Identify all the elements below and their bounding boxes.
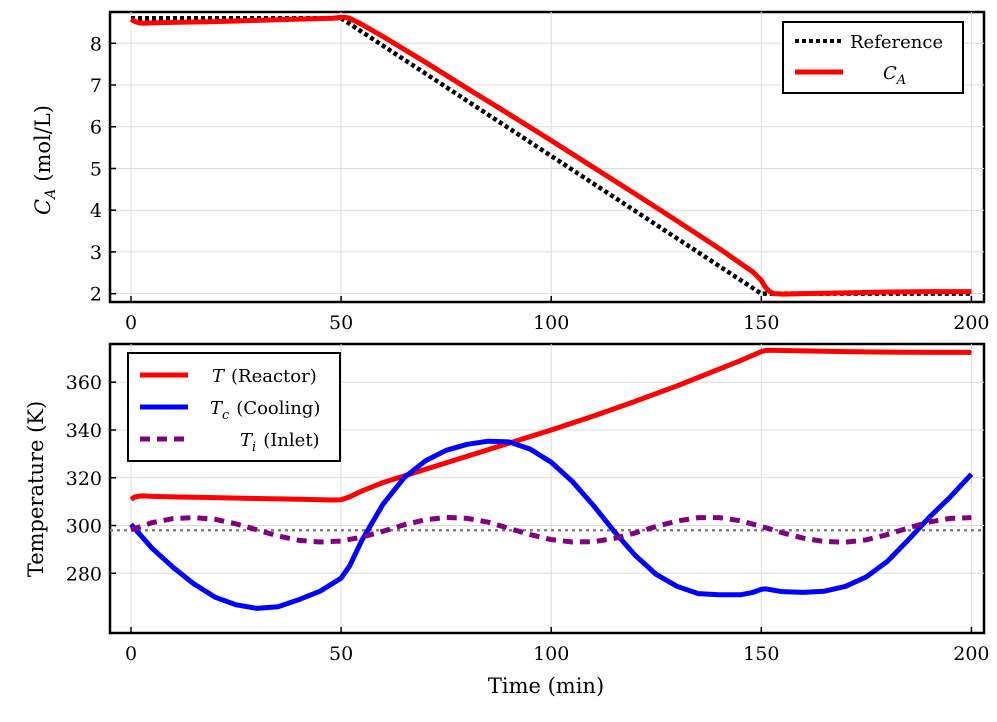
y-tick-label-4: 4 [90,200,102,222]
x-tick-label-200: 200 [953,643,989,665]
x-tick-label-100: 100 [533,312,569,334]
top-chart-legend: Reference CA [782,21,964,94]
series-line-t-reactor [129,347,972,503]
top-chart-y-ticks: 2 3 4 5 6 7 8 [90,33,116,306]
y-tick-label-280: 280 [66,563,102,585]
bottom-chart-legend: T (Reactor) Tc (Cooling) Ti (Inlet) [127,352,341,462]
series-line-reference [131,16,972,296]
bottom-chart-y-axis-label: Temperature (K) [24,401,48,577]
y-tick-label-320: 320 [66,468,102,490]
top-chart-y-axis-label: CA(mol/L) [31,105,59,215]
legend-label-t-reactor: T (Reactor) [212,366,317,387]
y-tick-label-6: 6 [90,117,102,139]
legend-label-ti-inlet: Ti (Inlet) [240,430,320,455]
bottom-chart-y-ticks: 280 300 320 340 360 [66,372,116,585]
series-line-t-c-cooling [129,438,974,611]
bottom-chart: 0 50 100 150 200 280 300 320 340 360 Temperature… [24,342,990,698]
top-chart-legend-box [782,21,964,94]
x-tick-label-150: 150 [743,643,779,665]
bottom-chart-series [129,347,974,611]
x-tick-label-50: 50 [329,643,353,665]
y-tick-label-360: 360 [66,372,102,394]
x-tick-label-150: 150 [743,312,779,334]
top-chart: 0 50 100 150 200 2 3 4 5 6 7 8 CA(mol/L) Reference… [31,10,990,334]
series-line-t-i-inlet [130,514,972,545]
y-tick-label-340: 340 [66,420,102,442]
y-tick-label-5: 5 [90,158,102,180]
series-line-c-a [129,14,972,297]
x-tick-label-0: 0 [125,643,137,665]
top-chart-series [129,14,972,297]
legend-label-ca: CA [883,63,906,88]
x-tick-label-50: 50 [329,312,353,334]
bottom-chart-x-axis-label: Time (min) [488,674,604,698]
y-tick-label-8: 8 [90,33,102,55]
x-tick-label-0: 0 [125,312,137,334]
bottom-chart-x-ticks: 0 50 100 150 200 [125,627,990,665]
y-tick-label-7: 7 [90,75,102,97]
top-chart-x-ticks: 0 50 100 150 200 [125,296,990,334]
legend-label-reference: Reference [850,32,943,53]
y-tick-label-300: 300 [66,516,102,538]
legend-label-tc-cooling: Tc (Cooling) [210,398,320,423]
x-tick-label-200: 200 [953,312,989,334]
x-tick-label-100: 100 [533,643,569,665]
y-tick-label-2: 2 [90,284,102,306]
y-tick-label-3: 3 [90,242,102,264]
